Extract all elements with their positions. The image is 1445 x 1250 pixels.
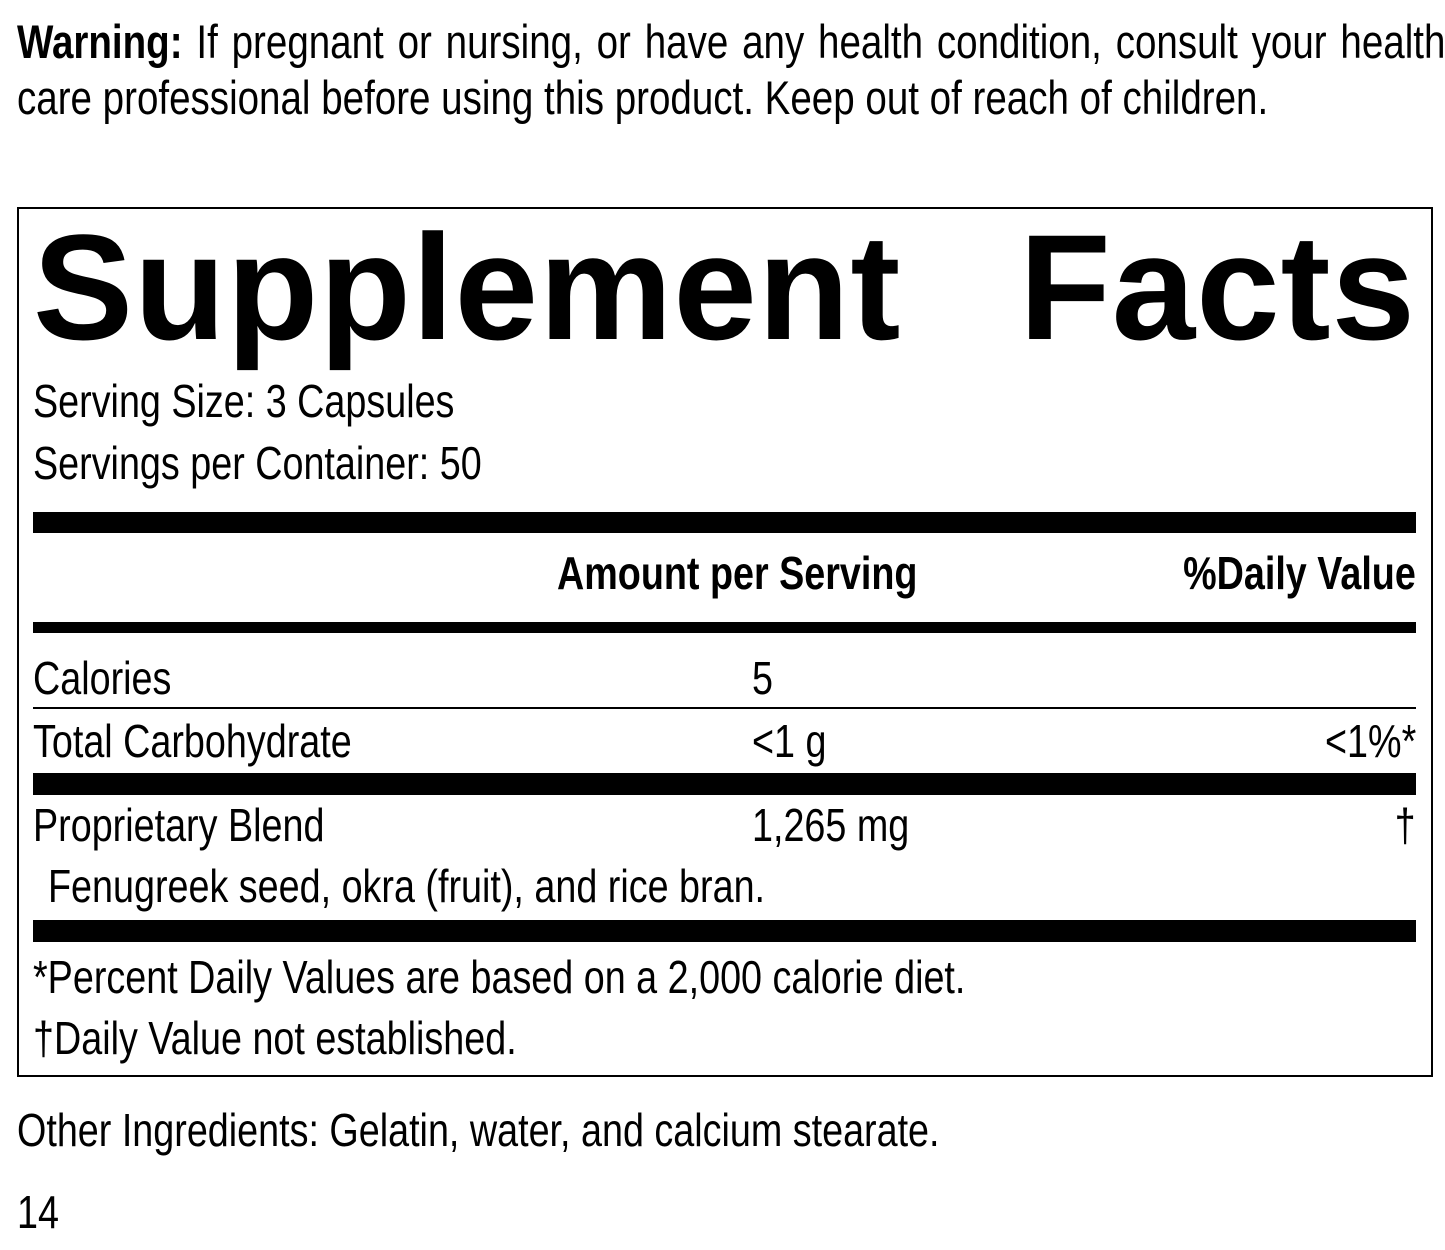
warning-body: If pregnant or nursing, or have any heal… [17,15,1445,124]
row-name: Calories [33,652,172,704]
row-daily-value: † [1395,799,1416,851]
footnote-daily-values: *Percent Daily Values are based on a 2,0… [33,951,966,1003]
thin-divider [33,707,1416,709]
row-name: Total Carbohydrate [33,715,352,767]
header-amount: Amount per Serving [557,547,918,599]
row-amount: 5 [752,652,773,704]
row-amount: <1 g [752,715,827,767]
page-number: 14 [17,1186,59,1238]
thick-divider [33,512,1416,533]
header-divider [33,622,1416,633]
thick-divider [33,773,1416,795]
panel-title: Supplement Facts [33,212,1416,362]
servings-per-container: Servings per Container: 50 [33,437,482,489]
supplement-facts-panel [17,207,1433,1077]
blend-ingredients: Fenugreek seed, okra (fruit), and rice b… [48,860,766,912]
header-daily-value: %Daily Value [1183,547,1416,599]
thick-divider [33,920,1416,942]
row-name: Proprietary Blend [33,799,325,851]
serving-size: Serving Size: 3 Capsules [33,375,455,427]
row-daily-value: <1%* [1324,715,1416,767]
footnote-not-established: †Daily Value not established. [33,1012,517,1064]
row-amount: 1,265 mg [752,799,910,851]
warning-label: Warning: [17,15,183,68]
warning-text: Warning: If pregnant or nursing, or have… [17,14,1445,126]
title-word-supplement: Supplement [33,203,902,371]
title-word-facts: Facts [1019,203,1416,371]
other-ingredients: Other Ingredients: Gelatin, water, and c… [17,1104,940,1156]
